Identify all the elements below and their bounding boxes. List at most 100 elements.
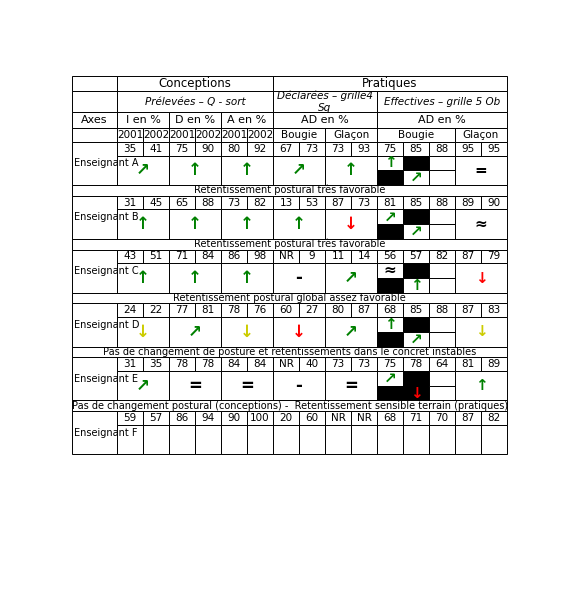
- Text: 2001: 2001: [221, 130, 247, 140]
- Text: AD en %: AD en %: [301, 115, 349, 125]
- Bar: [143, 249, 169, 264]
- Bar: [325, 209, 377, 239]
- Bar: [195, 249, 221, 264]
- Text: Glaçon: Glaçon: [463, 130, 499, 140]
- Text: Retentissement postural global assez favorable: Retentissement postural global assez fav…: [173, 293, 406, 303]
- Bar: [351, 357, 377, 371]
- Text: 82: 82: [488, 413, 501, 423]
- Bar: [221, 371, 273, 400]
- Text: 88: 88: [436, 198, 449, 207]
- Text: 87: 87: [358, 306, 371, 315]
- Bar: [403, 196, 429, 209]
- Bar: [403, 425, 429, 454]
- Bar: [481, 303, 507, 317]
- Bar: [325, 425, 351, 454]
- Text: 81: 81: [384, 198, 397, 207]
- Bar: [117, 317, 169, 346]
- Bar: [221, 425, 247, 454]
- Bar: [247, 411, 273, 425]
- Text: ↑: ↑: [136, 269, 150, 287]
- Text: 84: 84: [228, 359, 241, 369]
- Text: 35: 35: [124, 144, 137, 154]
- Text: ↗: ↗: [136, 161, 150, 179]
- Text: ↑: ↑: [410, 278, 423, 293]
- Text: 51: 51: [150, 251, 163, 262]
- Bar: [377, 278, 403, 293]
- Bar: [273, 303, 299, 317]
- Text: 85: 85: [410, 198, 423, 207]
- Text: ↓: ↓: [136, 323, 150, 341]
- Bar: [455, 209, 507, 239]
- Text: 68: 68: [384, 306, 397, 315]
- Bar: [169, 371, 221, 400]
- Bar: [455, 303, 481, 317]
- Text: 2002: 2002: [195, 130, 221, 140]
- Bar: [143, 411, 169, 425]
- Text: 81: 81: [202, 306, 215, 315]
- Text: 73: 73: [358, 198, 371, 207]
- Bar: [403, 332, 429, 346]
- Bar: [299, 249, 325, 264]
- Bar: [195, 303, 221, 317]
- Text: 80: 80: [228, 144, 241, 154]
- Text: ↗: ↗: [344, 323, 358, 341]
- Text: ↓: ↓: [475, 270, 488, 285]
- Bar: [455, 371, 507, 400]
- Text: ↗: ↗: [410, 170, 423, 185]
- Bar: [72, 112, 117, 128]
- Bar: [455, 128, 507, 142]
- Bar: [377, 224, 403, 239]
- Text: 81: 81: [462, 359, 475, 369]
- Bar: [195, 128, 221, 142]
- Bar: [481, 411, 507, 425]
- Text: ↗: ↗: [188, 323, 202, 341]
- Bar: [429, 425, 455, 454]
- Bar: [299, 303, 325, 317]
- Bar: [351, 196, 377, 209]
- Text: Pratiques: Pratiques: [362, 77, 418, 90]
- Bar: [351, 425, 377, 454]
- Text: 2001: 2001: [169, 130, 195, 140]
- Text: 88: 88: [436, 306, 449, 315]
- Bar: [325, 196, 351, 209]
- Bar: [221, 128, 247, 142]
- Bar: [325, 371, 377, 400]
- Bar: [455, 425, 481, 454]
- Bar: [403, 371, 429, 386]
- Bar: [455, 142, 481, 156]
- Text: 22: 22: [150, 306, 163, 315]
- Text: 31: 31: [124, 359, 137, 369]
- Text: 31: 31: [124, 198, 137, 207]
- Text: 78: 78: [176, 359, 189, 369]
- Bar: [403, 224, 429, 239]
- Text: 87: 87: [462, 251, 475, 262]
- Text: ↗: ↗: [292, 161, 306, 179]
- Bar: [377, 209, 403, 224]
- Text: 60: 60: [280, 306, 293, 315]
- Bar: [117, 91, 273, 112]
- Bar: [72, 400, 507, 411]
- Text: Effectives – grille 5 Ob: Effectives – grille 5 Ob: [384, 97, 500, 107]
- Text: 78: 78: [202, 359, 215, 369]
- Text: 82: 82: [436, 251, 449, 262]
- Text: 11: 11: [332, 251, 345, 262]
- Bar: [247, 249, 273, 264]
- Bar: [247, 425, 273, 454]
- Text: Enseignant C: Enseignant C: [75, 266, 139, 276]
- Text: 75: 75: [384, 359, 397, 369]
- Bar: [195, 142, 221, 156]
- Text: ↓: ↓: [344, 215, 358, 233]
- Text: 24: 24: [124, 306, 137, 315]
- Bar: [117, 264, 169, 293]
- Text: =: =: [188, 377, 202, 395]
- Bar: [247, 142, 273, 156]
- Text: 87: 87: [332, 198, 345, 207]
- Text: Enseignant D: Enseignant D: [75, 320, 140, 330]
- Bar: [169, 112, 221, 128]
- Bar: [429, 142, 455, 156]
- Bar: [429, 317, 455, 332]
- Text: 68: 68: [384, 413, 397, 423]
- Text: 73: 73: [332, 359, 345, 369]
- Bar: [299, 196, 325, 209]
- Bar: [273, 76, 507, 91]
